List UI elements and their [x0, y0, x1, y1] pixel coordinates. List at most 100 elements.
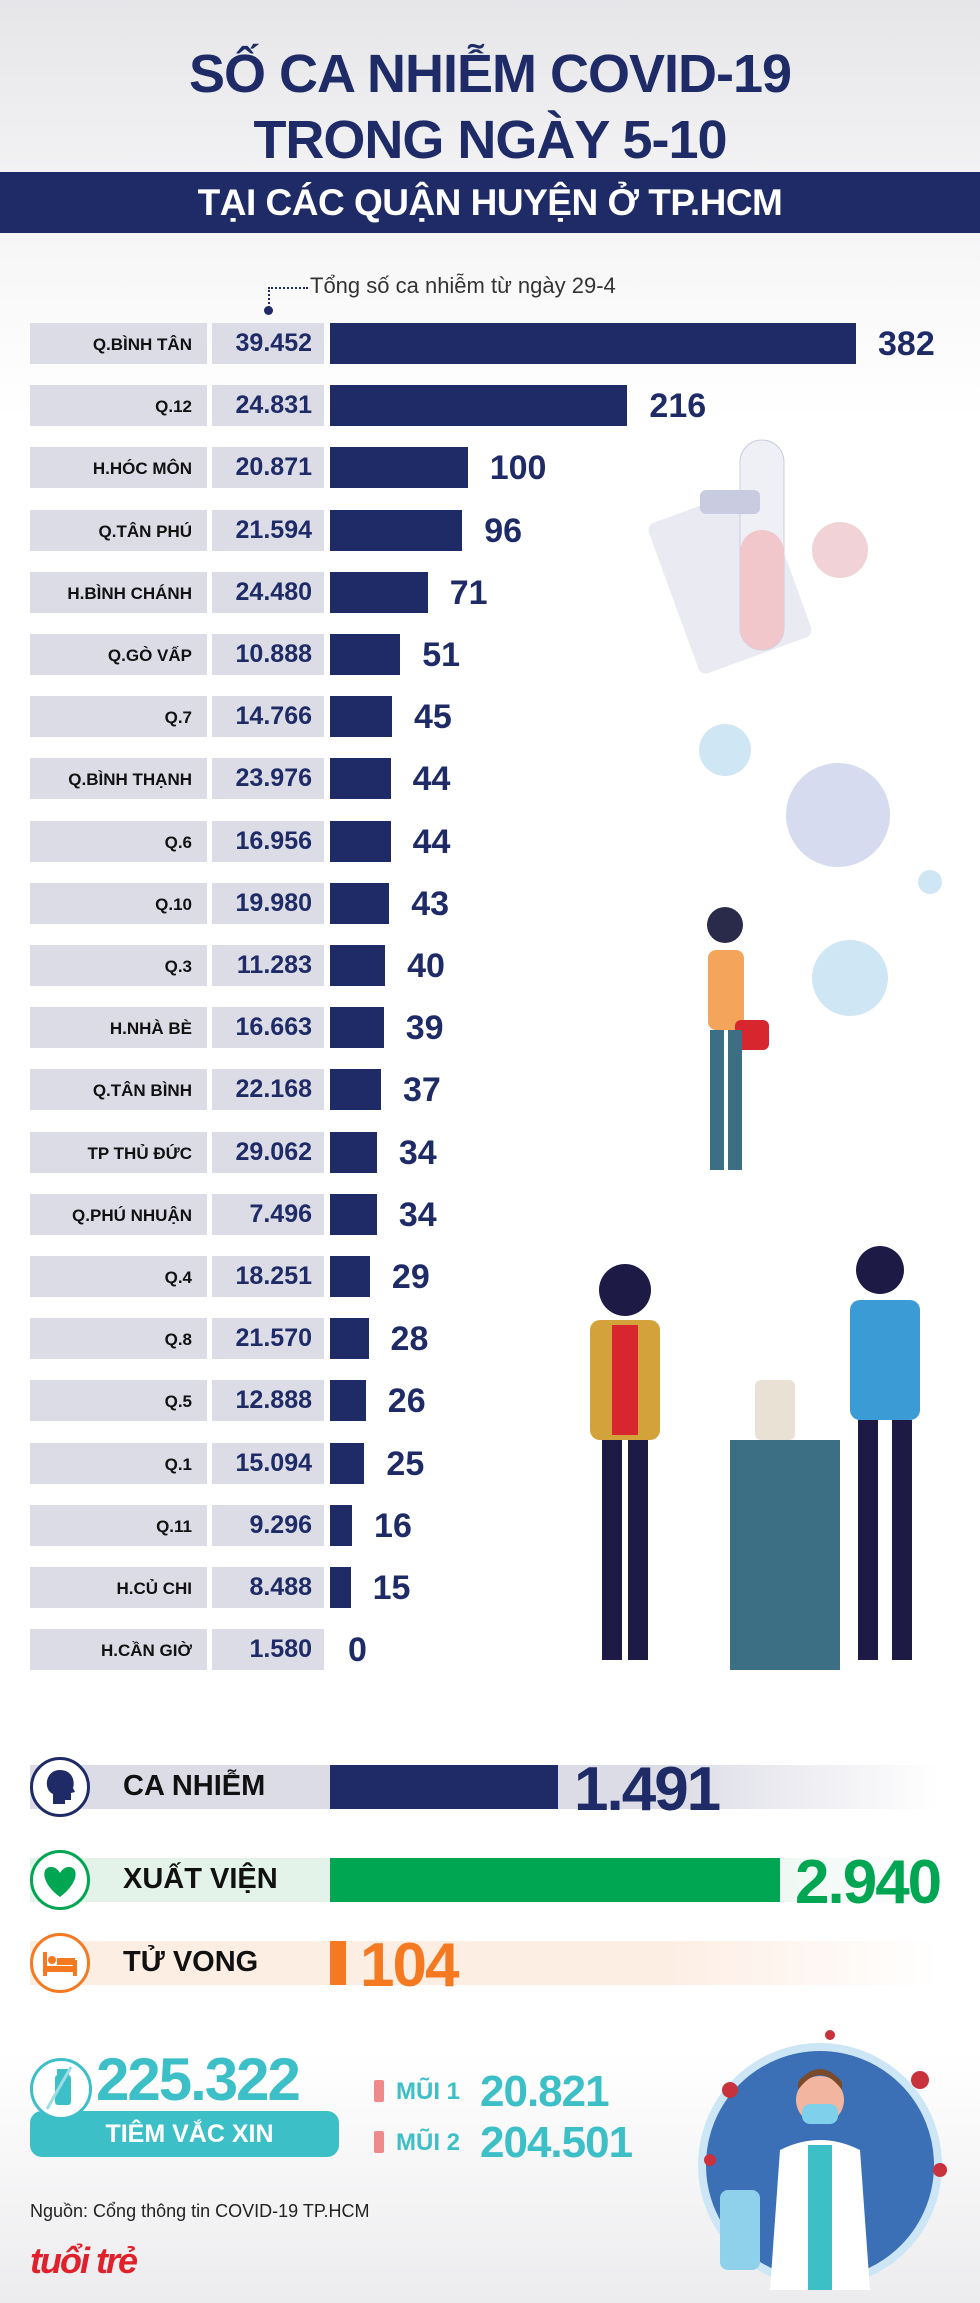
illustrations — [590, 439, 942, 1670]
district-total: 14.766 — [212, 696, 324, 738]
district-row: H.NHÀ BÈ 16.663 39 — [0, 1007, 980, 1049]
cases-value: 1.491 — [574, 1755, 721, 1824]
district-row: H.CẦN GIỜ 1.580 0 — [0, 1629, 980, 1671]
district-label: H.BÌNH CHÁNH — [30, 571, 207, 613]
syringe-icon — [374, 2131, 384, 2153]
district-label: Q.10 — [30, 882, 207, 924]
dose2-label: MŨI 2 — [396, 2129, 461, 2156]
woman-with-phone-illustration — [707, 907, 769, 1170]
note-dot — [264, 306, 273, 315]
district-row: H.CỦ CHI 8.488 15 — [0, 1567, 980, 1608]
district-row: Q.TÂN BÌNH 22.168 37 — [0, 1069, 980, 1111]
district-row: Q.TÂN PHÚ 21.594 96 — [0, 509, 980, 551]
district-label: H.CẦN GIỜ — [30, 1629, 207, 1671]
district-value: 28 — [390, 1320, 429, 1359]
district-label: Q.6 — [30, 820, 207, 862]
district-bar — [330, 1193, 377, 1235]
district-value: 216 — [649, 387, 707, 426]
recovered-label: XUẤT VIỆN — [123, 1863, 278, 1895]
district-total: 22.168 — [212, 1069, 324, 1111]
district-label: Q.4 — [30, 1256, 207, 1297]
district-total: 15.094 — [212, 1442, 324, 1484]
district-value: 51 — [422, 636, 461, 674]
dose1-value: 20.821 — [480, 2067, 610, 2116]
district-total: 20.871 — [212, 447, 324, 489]
district-row: Q.BÌNH TÂN 39.452 382 — [0, 323, 980, 364]
district-bar — [330, 882, 390, 924]
note-pointer — [268, 287, 308, 311]
district-bar — [330, 758, 391, 800]
district-bar — [330, 385, 628, 427]
deaths-label: TỬ VONG — [123, 1946, 259, 1978]
district-total: 7.496 — [212, 1193, 324, 1235]
district-label: Q.11 — [30, 1504, 207, 1546]
district-bar — [330, 323, 856, 364]
district-value: 37 — [402, 1071, 441, 1110]
district-value: 44 — [412, 760, 451, 799]
district-total: 12.888 — [212, 1380, 324, 1422]
district-label: H.CỦ CHI — [30, 1567, 207, 1608]
district-total: 24.480 — [212, 571, 324, 613]
district-row: H.BÌNH CHÁNH 24.480 71 — [0, 571, 980, 613]
district-row: Q.4 18.251 29 — [0, 1256, 980, 1297]
district-row: TP THỦ ĐỨC 29.062 34 — [0, 1131, 980, 1173]
source-note: Nguồn: Cổng thông tin COVID-19 TP.HCM — [30, 2201, 370, 2221]
district-label: Q.BÌNH THẠNH — [30, 758, 207, 800]
district-label: Q.TÂN BÌNH — [30, 1069, 207, 1111]
district-bar — [330, 945, 386, 986]
district-bar — [330, 571, 428, 613]
dose2-value: 204.501 — [480, 2118, 633, 2167]
district-total: 16.663 — [212, 1007, 324, 1049]
district-label: Q.GÒ VẤP — [30, 634, 207, 675]
tuoi-tre-logo: tuổi trẻ — [30, 2240, 138, 2281]
district-row: Q.6 16.956 44 — [0, 820, 980, 862]
district-row: Q.5 12.888 26 — [0, 1380, 980, 1422]
district-total: 1.580 — [212, 1629, 324, 1671]
district-bar — [330, 1504, 353, 1546]
recovered-bar — [330, 1858, 780, 1902]
vaccine-vial-icon — [30, 2058, 92, 2120]
district-total: 8.488 — [212, 1567, 324, 1608]
district-value: 45 — [413, 698, 452, 737]
district-total: 16.956 — [212, 820, 324, 862]
lab-test-icon — [648, 439, 868, 674]
deaths-bar — [330, 1941, 346, 1985]
district-label: Q.12 — [30, 385, 207, 427]
district-label: TP THỦ ĐỨC — [30, 1131, 207, 1173]
temperature-check-illustration — [590, 1246, 920, 1670]
district-row: Q.GÒ VẤP 10.888 51 — [0, 634, 980, 675]
district-total: 18.251 — [212, 1256, 324, 1297]
district-label: Q.TÂN PHÚ — [30, 509, 207, 551]
district-row: Q.11 9.296 16 — [0, 1504, 980, 1546]
district-label: Q.8 — [30, 1318, 207, 1360]
virus-icons — [699, 724, 942, 1016]
recovered-value: 2.940 — [795, 1848, 942, 1917]
district-row: Q.8 21.570 28 — [0, 1318, 980, 1360]
district-row: Q.1 15.094 25 — [0, 1442, 980, 1484]
district-row: Q.PHÚ NHUẬN 7.496 34 — [0, 1193, 980, 1235]
dose1-label: MŨI 1 — [396, 2078, 461, 2105]
district-bar — [330, 696, 392, 738]
district-value: 16 — [374, 1506, 412, 1545]
district-row: Q.7 14.766 45 — [0, 696, 980, 738]
bed-icon — [30, 1933, 90, 1993]
district-total: 21.570 — [212, 1318, 324, 1360]
title-line-1: SỐ CA NHIỄM COVID-19 — [188, 44, 792, 104]
district-value: 71 — [449, 573, 488, 612]
district-value: 29 — [391, 1258, 430, 1296]
district-total: 19.980 — [212, 882, 324, 924]
district-bar — [330, 1442, 365, 1484]
total-note: Tổng số ca nhiễm từ ngày 29-4 — [310, 273, 616, 298]
district-total: 11.283 — [212, 945, 324, 986]
district-value: 43 — [411, 884, 450, 923]
district-total: 24.831 — [212, 385, 324, 427]
district-total: 23.976 — [212, 758, 324, 800]
cases-label: CA NHIỄM — [123, 1770, 266, 1802]
vaccine-total: 225.322 — [96, 2046, 301, 2113]
district-value: 44 — [412, 822, 451, 861]
district-total: 21.594 — [212, 509, 324, 551]
district-label: Q.3 — [30, 945, 207, 986]
district-bar — [330, 634, 401, 675]
district-value: 26 — [387, 1382, 426, 1421]
district-label: Q.5 — [30, 1380, 207, 1422]
